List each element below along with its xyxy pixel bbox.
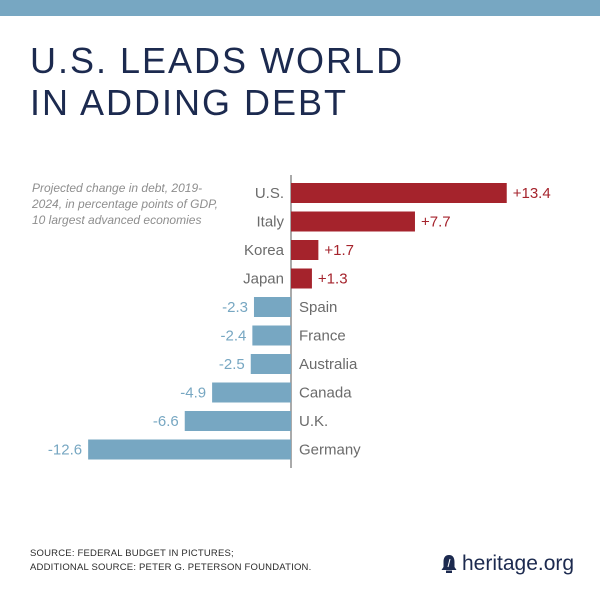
bar-korea [291, 240, 319, 260]
source-note: SOURCE: FEDERAL BUDGET IN PICTURES; ADDI… [30, 547, 311, 575]
top-band [0, 0, 600, 16]
category-label-germany: Germany [299, 442, 361, 459]
chart-subtitle: Projected change in debt, 2019-2024, in … [32, 181, 218, 227]
bar-u-s [291, 183, 507, 203]
logo-text: heritage.org [462, 552, 575, 575]
category-label-france: France [299, 328, 346, 345]
title-line-1: U.S. LEADS WORLD [30, 40, 405, 81]
bar-germany [88, 439, 291, 460]
category-label-korea: Korea [244, 242, 285, 259]
liberty-bell-icon [441, 555, 457, 573]
value-label-korea: +1.7 [324, 242, 354, 259]
value-label-canada: -4.9 [180, 385, 206, 402]
title-line-2: IN ADDING DEBT [30, 82, 349, 123]
category-label-italy: Italy [256, 214, 284, 231]
value-label-spain: -2.3 [222, 299, 248, 316]
page-title: U.S. LEADS WORLD IN ADDING DEBT [30, 40, 404, 124]
value-label-u-k: -6.6 [153, 413, 179, 430]
bar-u-k [184, 411, 291, 431]
value-label-australia: -2.5 [219, 356, 245, 373]
bar-italy [291, 211, 415, 232]
category-label-japan: Japan [243, 271, 284, 288]
bar-france [252, 325, 291, 346]
value-label-france: -2.4 [221, 328, 247, 345]
source-line-2: ADDITIONAL SOURCE: PETER G. PETERSON FOU… [30, 562, 312, 573]
value-label-germany: -12.6 [48, 442, 82, 459]
bar-australia [250, 354, 291, 374]
bar-canada [212, 382, 291, 403]
heritage-logo[interactable]: heritage.org [440, 552, 574, 576]
category-label-australia: Australia [299, 356, 358, 373]
source-line-1: SOURCE: FEDERAL BUDGET IN PICTURES; [30, 548, 234, 559]
value-label-u-s: +13.4 [513, 185, 551, 202]
bar-spain [253, 297, 291, 317]
category-label-u-k: U.K. [299, 413, 328, 430]
bar-japan [291, 268, 312, 289]
category-label-u-s: U.S. [255, 185, 284, 202]
value-label-italy: +7.7 [421, 214, 451, 231]
category-label-spain: Spain [299, 299, 337, 316]
category-label-canada: Canada [299, 385, 352, 402]
value-label-japan: +1.3 [318, 271, 348, 288]
